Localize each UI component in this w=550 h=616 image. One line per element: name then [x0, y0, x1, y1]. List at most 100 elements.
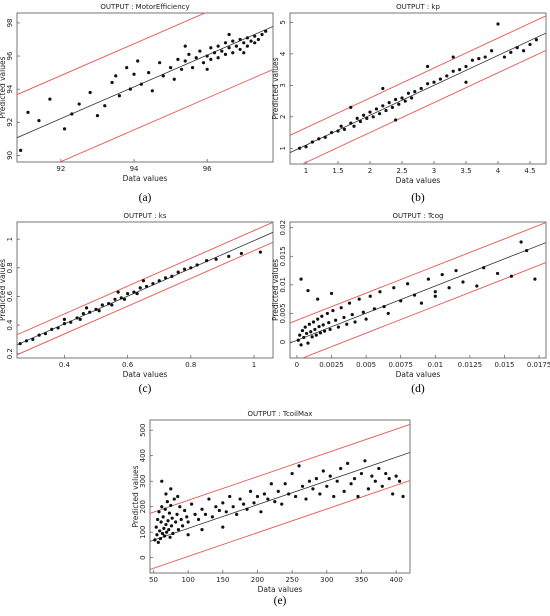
data-point	[48, 97, 52, 101]
data-point	[214, 257, 218, 261]
data-point	[377, 466, 381, 471]
chart-panel: OUTPUT : MotorEfficiency 92 94 96 90 92 94 96 98…	[0, 3, 274, 204]
data-point	[349, 121, 353, 125]
data-point	[116, 290, 120, 294]
data-point	[138, 286, 142, 290]
data-point	[259, 510, 263, 514]
data-point	[300, 328, 305, 333]
data-point	[330, 130, 334, 135]
data-point	[125, 66, 129, 70]
data-point	[387, 477, 391, 481]
data-point	[56, 326, 60, 330]
data-point	[352, 124, 356, 128]
x-tick-label: 3.5	[460, 167, 471, 175]
data-point	[203, 512, 208, 516]
data-point	[522, 49, 526, 53]
data-point	[94, 307, 98, 311]
data-point	[509, 274, 514, 278]
data-point	[299, 277, 303, 281]
data-point	[413, 90, 417, 94]
data-point	[220, 49, 224, 53]
data-point	[353, 320, 357, 324]
data-point	[357, 297, 361, 301]
data-point	[451, 55, 455, 59]
data-point	[374, 107, 378, 111]
data-point	[342, 489, 346, 493]
data-point	[406, 282, 410, 286]
data-point	[172, 497, 176, 501]
data-point	[234, 44, 239, 48]
data-point	[62, 322, 67, 326]
data-point	[144, 284, 149, 289]
data-point	[391, 492, 395, 496]
data-point	[306, 288, 310, 293]
data-point	[495, 271, 500, 276]
data-point	[356, 494, 360, 499]
data-point	[390, 105, 394, 109]
data-point	[318, 331, 323, 335]
data-point	[438, 77, 442, 81]
data-point	[157, 510, 161, 514]
data-point	[509, 50, 513, 54]
data-point	[70, 112, 74, 116]
y-tick-label: 90	[6, 151, 14, 160]
data-point	[363, 459, 367, 463]
data-point	[31, 337, 35, 341]
data-point	[253, 34, 257, 38]
data-point	[110, 303, 114, 307]
data-point	[483, 55, 487, 59]
data-point	[176, 494, 180, 499]
data-point	[323, 135, 327, 139]
data-point	[210, 515, 214, 519]
data-point	[534, 38, 539, 42]
y-tick-label: 98	[6, 18, 14, 27]
x-tick-label: 0.8	[185, 361, 196, 369]
data-point	[322, 329, 327, 333]
data-point	[18, 342, 22, 346]
data-point	[260, 32, 264, 37]
data-point	[221, 501, 225, 505]
data-point	[166, 519, 170, 523]
data-point	[432, 80, 436, 84]
data-point	[165, 530, 169, 534]
data-point	[205, 259, 209, 263]
data-point	[97, 309, 101, 313]
data-point	[325, 311, 329, 316]
data-point	[451, 69, 455, 73]
chart-title: OUTPUT : Tcog	[393, 212, 444, 220]
data-point	[81, 312, 85, 316]
data-point	[364, 317, 368, 321]
data-point	[397, 102, 401, 106]
x-tick-label: 250	[285, 576, 298, 584]
data-point	[190, 502, 194, 506]
data-point	[298, 333, 302, 337]
data-point	[150, 89, 154, 93]
data-point	[167, 511, 172, 515]
data-point	[190, 66, 195, 70]
data-point	[209, 46, 213, 50]
y-tick-label: 4	[279, 51, 287, 56]
data-point	[412, 293, 417, 297]
data-point	[352, 477, 357, 481]
data-point	[19, 148, 23, 153]
data-point	[528, 42, 532, 47]
data-point	[221, 525, 225, 529]
data-point	[399, 299, 403, 303]
data-point	[384, 108, 388, 113]
data-point	[349, 482, 353, 486]
data-point	[198, 49, 202, 53]
data-point	[183, 59, 187, 63]
data-point	[75, 316, 79, 320]
data-point	[519, 240, 523, 244]
data-point	[242, 41, 246, 45]
data-point	[24, 339, 29, 343]
data-point	[256, 37, 260, 42]
data-point	[321, 323, 325, 327]
data-point	[366, 487, 370, 491]
data-point	[132, 72, 136, 76]
data-point	[156, 517, 160, 522]
data-point	[179, 67, 184, 71]
data-point	[426, 277, 430, 281]
data-point	[169, 487, 173, 491]
